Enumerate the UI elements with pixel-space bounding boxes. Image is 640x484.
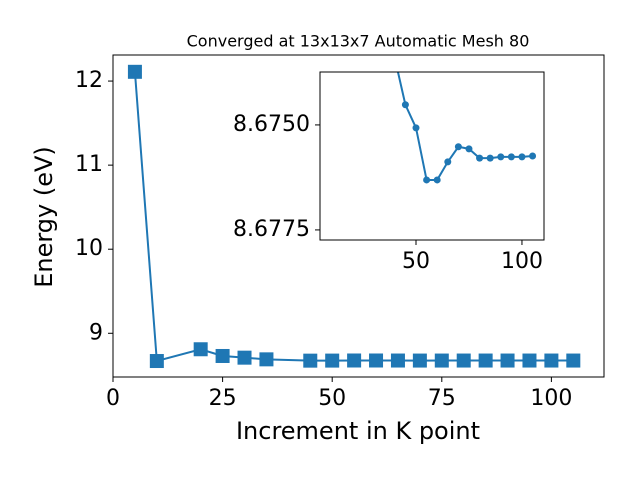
x-axis-label: Increment in K point bbox=[236, 417, 480, 445]
axes-frame bbox=[112, 54, 605, 378]
marker bbox=[369, 353, 384, 368]
plot-area bbox=[381, 8, 537, 184]
marker bbox=[486, 154, 494, 162]
marker bbox=[215, 348, 230, 363]
x-tick-label: 100 bbox=[501, 249, 543, 274]
marker bbox=[259, 352, 274, 367]
marker bbox=[423, 176, 431, 184]
marker bbox=[347, 353, 362, 368]
marker bbox=[478, 353, 493, 368]
marker bbox=[412, 124, 420, 132]
plot-area bbox=[127, 64, 581, 369]
y-tick-label: 8.6750 bbox=[233, 112, 310, 137]
marker bbox=[381, 8, 388, 15]
marker bbox=[522, 353, 537, 368]
marker bbox=[127, 64, 142, 79]
marker bbox=[444, 158, 452, 166]
x-tick-label: 75 bbox=[428, 386, 456, 411]
x-tick-label: 25 bbox=[209, 386, 237, 411]
marker bbox=[433, 176, 441, 184]
marker bbox=[476, 154, 484, 162]
marker bbox=[325, 353, 340, 368]
x-tick-label: 50 bbox=[402, 249, 430, 274]
marker bbox=[193, 342, 208, 357]
x-tick-label: 50 bbox=[318, 386, 346, 411]
marker bbox=[390, 353, 405, 368]
y-tick-label: 10 bbox=[75, 236, 103, 261]
marker bbox=[529, 152, 537, 160]
x-tick-label: 100 bbox=[530, 386, 572, 411]
marker bbox=[456, 353, 471, 368]
marker bbox=[237, 350, 252, 365]
marker bbox=[465, 145, 473, 153]
y-tick-label: 9 bbox=[89, 320, 103, 345]
marker bbox=[401, 101, 409, 109]
marker bbox=[566, 353, 581, 368]
marker bbox=[149, 354, 164, 369]
y-tick-label: 8.6775 bbox=[233, 217, 310, 242]
y-tick-label: 11 bbox=[75, 152, 103, 177]
marker bbox=[500, 353, 515, 368]
series-line bbox=[133, 71, 574, 363]
y-tick-label: 12 bbox=[75, 68, 103, 93]
marker bbox=[497, 153, 505, 161]
x-tick-label: 0 bbox=[106, 386, 120, 411]
chart-title: Converged at 13x13x7 Automatic Mesh 80 bbox=[187, 32, 530, 51]
marker bbox=[412, 353, 427, 368]
y-axis-label: Energy (eV) bbox=[30, 146, 58, 288]
marker bbox=[507, 153, 515, 161]
marker bbox=[434, 353, 449, 368]
axes-frame bbox=[319, 71, 545, 241]
marker bbox=[454, 143, 462, 151]
marker bbox=[544, 353, 559, 368]
marker bbox=[518, 153, 526, 161]
marker bbox=[303, 353, 318, 368]
